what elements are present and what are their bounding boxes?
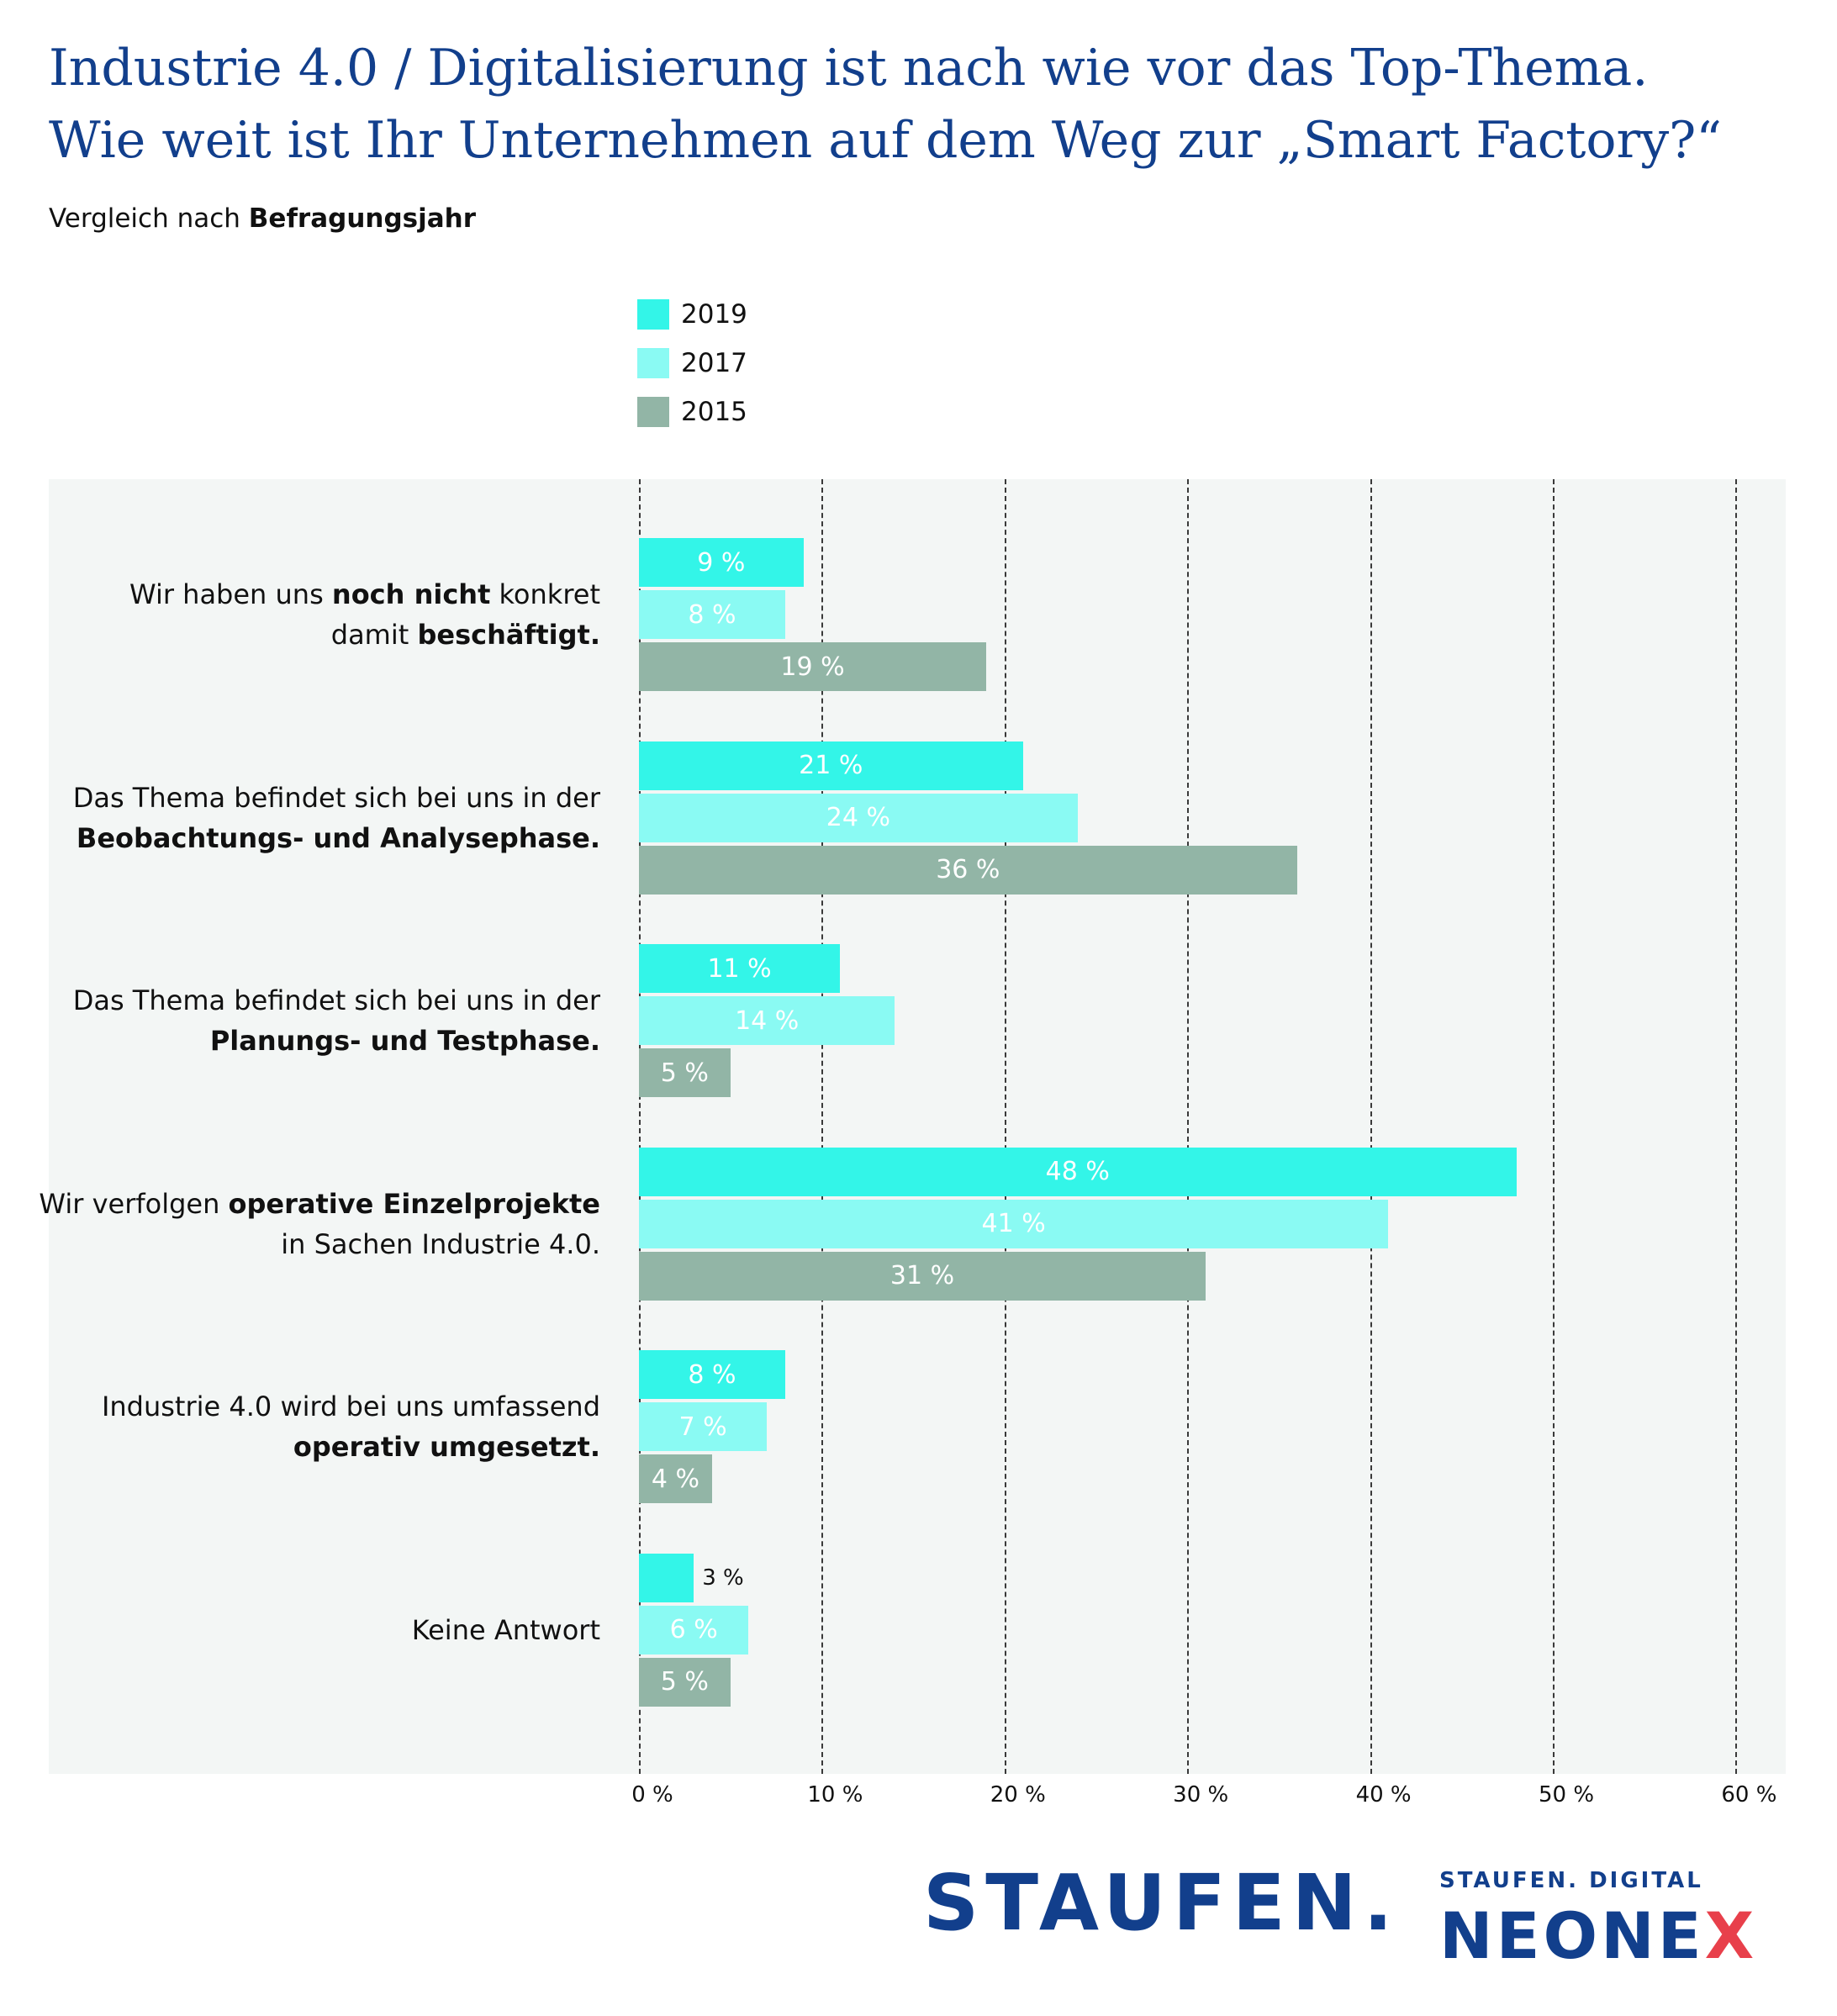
category-label-part: Keine Antwort xyxy=(411,1613,600,1646)
category-label-part: Das Thema befindet sich bei uns in der xyxy=(72,984,600,1016)
bar-2017-cat-3: 14 % xyxy=(639,996,895,1045)
legend-item-2015: 2015 xyxy=(637,395,747,429)
category-label-part: konkret xyxy=(490,578,600,610)
tick-label-40: 40 % xyxy=(1355,1782,1412,1808)
subtitle-bold: Befragungsjahr xyxy=(248,203,477,234)
gridline-40 xyxy=(1370,479,1372,1774)
legend-label-2015: 2015 xyxy=(681,397,747,427)
gridline-50 xyxy=(1553,479,1555,1774)
category-label-4: Wir verfolgen operative Einzelprojekte in… xyxy=(39,1184,600,1264)
title-line-1: Industrie 4.0 / Digitalisierung ist nach… xyxy=(49,39,1649,98)
tick-label-60: 60 % xyxy=(1721,1782,1777,1808)
data-label-2015-cat-2: 36 % xyxy=(936,855,1000,884)
bar-2015-cat-4: 31 % xyxy=(639,1251,1206,1301)
category-label-part: Wir verfolgen xyxy=(39,1187,229,1220)
bar-2017-cat-2: 24 % xyxy=(639,793,1078,842)
title-line-2: Wie weit ist Ihr Unternehmen auf dem Weg… xyxy=(49,111,1722,170)
data-label-2017-cat-2: 24 % xyxy=(826,803,890,832)
tick-label-20: 20 % xyxy=(990,1782,1046,1808)
data-label-2017-cat-6: 6 % xyxy=(669,1615,718,1644)
data-label-2015-cat-3: 5 % xyxy=(660,1058,709,1088)
category-label-part: in Sachen Industrie 4.0. xyxy=(281,1227,600,1260)
legend-item-2017: 2017 xyxy=(637,346,747,380)
legend-swatch-2019 xyxy=(637,299,669,330)
category-label-part: noch nicht xyxy=(331,578,491,610)
category-label-part: operativ umgesetzt. xyxy=(293,1431,600,1463)
bar-2015-cat-2: 36 % xyxy=(639,845,1297,895)
data-label-2015-cat-4: 31 % xyxy=(889,1261,955,1290)
legend-swatch-2017 xyxy=(637,348,669,378)
bar-2015-cat-5: 4 % xyxy=(639,1454,712,1503)
data-label-2019-cat-3: 11 % xyxy=(707,953,772,984)
gridline-0 xyxy=(639,479,641,1774)
neonex-logo: NEONEX xyxy=(1439,1898,1757,1973)
bar-2015-cat-1: 19 % xyxy=(639,642,987,691)
category-label-part: Beobachtungs- und Analysephase. xyxy=(76,821,600,854)
category-label-part: Planungs- und Testphase. xyxy=(209,1025,600,1057)
subtitle-prefix: Vergleich nach xyxy=(49,203,249,234)
chart-title: Industrie 4.0 / Digitalisierung ist nach… xyxy=(49,32,1722,177)
category-label-part: Wir haben uns xyxy=(129,578,332,610)
bar-2019-cat-2: 21 % xyxy=(639,741,1023,790)
data-label-2019-cat-2: 21 % xyxy=(799,751,863,780)
neonex-logo-x: X xyxy=(1704,1898,1758,1973)
bar-2015-cat-6: 5 % xyxy=(639,1657,731,1707)
data-label-2017-cat-5: 7 % xyxy=(678,1412,727,1442)
bar-2017-cat-4: 41 % xyxy=(639,1199,1389,1248)
bar-2019-cat-4: 48 % xyxy=(639,1147,1517,1196)
plot-area xyxy=(49,479,1786,1774)
category-label-part: Das Thema befindet sich bei uns in der xyxy=(72,781,600,814)
bar-2019-cat-5: 8 % xyxy=(639,1350,785,1399)
category-label-part: Industrie 4.0 wird bei uns umfassend xyxy=(101,1391,600,1422)
category-label-6: Keine Antwort xyxy=(412,1610,600,1650)
data-label-2019-cat-1: 9 % xyxy=(697,547,746,578)
tick-label-0: 0 % xyxy=(631,1782,673,1808)
staufen-logo: STAUFEN. xyxy=(923,1858,1400,1948)
category-label-part: operative Einzelprojekte xyxy=(228,1187,600,1220)
bar-2017-cat-5: 7 % xyxy=(639,1402,768,1451)
gridline-60 xyxy=(1735,479,1738,1774)
category-label-2: Das Thema befindet sich bei uns in der Be… xyxy=(73,778,600,858)
bar-2017-cat-1: 8 % xyxy=(639,590,785,639)
data-label-2015-cat-5: 4 % xyxy=(651,1464,700,1494)
category-label-3: Das Thema befindet sich bei uns in der Pl… xyxy=(73,980,600,1061)
tick-label-50: 50 % xyxy=(1538,1782,1595,1808)
data-label-2019-cat-4: 48 % xyxy=(1045,1157,1110,1186)
data-label-2017-cat-4: 41 % xyxy=(981,1209,1046,1238)
data-label-2019-cat-5: 8 % xyxy=(688,1359,736,1390)
data-label-2015-cat-1: 19 % xyxy=(780,652,845,682)
data-label-2017-cat-1: 8 % xyxy=(688,599,736,630)
category-label-part: damit xyxy=(330,619,418,651)
tick-label-30: 30 % xyxy=(1173,1782,1229,1808)
category-label-part: beschäftigt. xyxy=(417,619,600,651)
category-label-5: Industrie 4.0 wird bei uns umfassend oper… xyxy=(102,1386,600,1467)
staufen-digital-logo: STAUFEN. DIGITAL xyxy=(1439,1868,1703,1893)
legend-label-2017: 2017 xyxy=(681,348,747,378)
neonex-logo-main: NEONE xyxy=(1439,1898,1705,1973)
legend-swatch-2015 xyxy=(637,397,669,427)
data-label-2019-cat-6: 3 % xyxy=(702,1565,744,1591)
data-label-2015-cat-6: 5 % xyxy=(660,1667,709,1697)
gridline-10 xyxy=(821,479,824,1774)
category-label-1: Wir haben uns noch nicht konkret damit be… xyxy=(129,574,600,655)
chart-subtitle: Vergleich nach Befragungsjahr xyxy=(49,203,476,234)
bar-2019-cat-3: 11 % xyxy=(639,944,841,993)
gridline-30 xyxy=(1187,479,1190,1774)
bar-2017-cat-6: 6 % xyxy=(639,1605,749,1654)
data-label-2017-cat-3: 14 % xyxy=(735,1005,800,1036)
tick-label-10: 10 % xyxy=(807,1782,863,1808)
gridline-20 xyxy=(1004,479,1006,1774)
bar-2015-cat-3: 5 % xyxy=(639,1048,731,1097)
bar-2019-cat-6: 3 % xyxy=(639,1553,744,1602)
legend-label-2019: 2019 xyxy=(681,299,747,330)
legend-item-2019: 2019 xyxy=(637,298,747,331)
bar-2019-cat-1: 9 % xyxy=(639,538,804,587)
